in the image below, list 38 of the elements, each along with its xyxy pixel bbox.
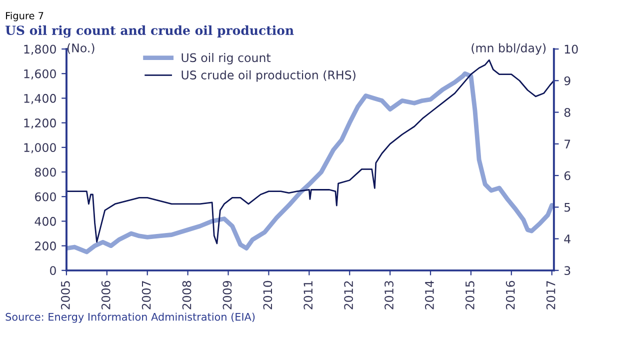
y2-tick-label: 7 xyxy=(564,140,570,148)
x-tick-label: 2014 xyxy=(425,280,434,310)
y2-tick-label: 4 xyxy=(564,234,570,244)
y2-tick-label: 3 xyxy=(564,266,570,276)
x-tick-label: 2008 xyxy=(182,280,192,310)
y-tick-label: 400 xyxy=(34,216,56,226)
y2-tick-label: 5 xyxy=(564,203,570,212)
y2-tick-label: 8 xyxy=(564,108,570,117)
legend-label: US crude oil production (RHS) xyxy=(182,70,356,82)
y2-tick-label: 9 xyxy=(564,76,570,86)
x-tick-label: 2015 xyxy=(465,281,474,310)
source-note: Source: Energy Information Administration (EIA) xyxy=(6,312,255,323)
y2-axis-title: (mn bbl/day) xyxy=(472,43,546,55)
y-tick-label: 1,800 xyxy=(24,44,56,55)
x-tick-label: 2016 xyxy=(506,280,515,310)
x-tick-label: 2005 xyxy=(60,281,70,310)
y-axis-title: (No.) xyxy=(67,43,94,54)
x-tick-label: 2006 xyxy=(101,280,110,310)
y2-tick-label: 6 xyxy=(564,171,570,180)
x-tick-label: 2010 xyxy=(263,280,272,310)
chart-title: US oil rig count and crude oil production xyxy=(5,25,294,38)
x-tick-label: 2009 xyxy=(222,280,232,310)
x-tick-label: 2007 xyxy=(142,281,151,310)
y-tick-label: 1,000 xyxy=(24,143,56,154)
y-tick-label: 0 xyxy=(50,266,56,276)
y-tick-label: 800 xyxy=(35,168,56,177)
y-tick-label: 600 xyxy=(35,192,56,202)
x-tick-label: 2011 xyxy=(304,281,313,310)
chart-subtitle: Figure 7 xyxy=(6,12,44,22)
y2-tick-label: 10 xyxy=(564,44,578,54)
x-tick-label: 2017 xyxy=(546,281,556,310)
y-tick-label: 1,200 xyxy=(24,118,56,129)
y-tick-label: 200 xyxy=(35,242,56,250)
legend-label: US oil rig count xyxy=(182,52,271,64)
y-tick-label: 1,400 xyxy=(24,94,56,104)
x-tick-label: 2013 xyxy=(384,281,394,310)
y-tick-label: 1,600 xyxy=(24,69,56,80)
x-tick-label: 2012 xyxy=(344,281,354,310)
